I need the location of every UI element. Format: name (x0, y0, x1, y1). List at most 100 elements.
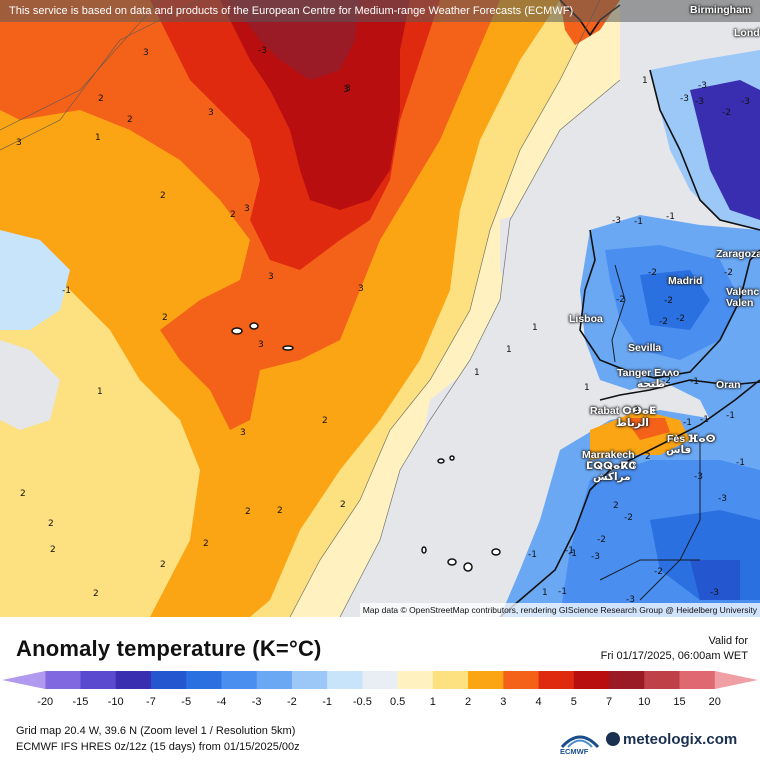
contour-label: 3 (345, 84, 351, 94)
color-scale-segment (397, 671, 434, 689)
contour-label: -3 (698, 81, 707, 91)
color-scale-tick: -4 (216, 696, 227, 708)
ecmwf-banner: This service is based on data and produc… (0, 0, 760, 22)
contour-label: -3 (626, 595, 635, 605)
contour-label: 2 (98, 94, 104, 104)
contour-label: -3 (591, 552, 600, 562)
contour-label: -3 (710, 588, 719, 598)
meteologix-logo-icon (606, 732, 620, 746)
contour-label: 2 (245, 507, 251, 517)
contour-label: 3 (16, 138, 22, 148)
color-scale-segment (538, 671, 575, 689)
contour-label: 2 (340, 500, 346, 510)
color-scale-tick: 0.5 (389, 696, 406, 708)
contour-label: -2 (676, 314, 685, 324)
contour-label: -1 (690, 377, 699, 387)
meteologix-brand[interactable]: meteologix.com (606, 731, 737, 748)
contour-label: -3 (630, 406, 639, 416)
city-rabat-ar[interactable]: الرباط (616, 417, 649, 429)
contour-label: -1 (700, 415, 709, 425)
contour-label: 3 (358, 284, 364, 294)
color-scale-segment (2, 671, 46, 689)
city-fes-ar[interactable]: فاس (666, 444, 692, 456)
map-attribution[interactable]: Map data © OpenStreetMap contributors, r… (359, 603, 760, 617)
contour-label: 3 (258, 340, 264, 350)
color-scale-segment (221, 671, 258, 689)
valid-time: Fri 01/17/2025, 06:00am WET (600, 650, 748, 662)
city-tanger[interactable]: Tanger Еᴧᴧo (617, 367, 680, 379)
color-scale-segment (291, 671, 328, 689)
contour-label: -2 (624, 513, 633, 523)
city-london[interactable]: Lond (734, 27, 760, 39)
contour-label: 2 (50, 545, 56, 555)
color-scale-tick: -5 (181, 696, 192, 708)
city-valencia-2[interactable]: Valen (726, 297, 754, 309)
contour-label: 1 (97, 387, 103, 397)
contour-label: -3 (694, 472, 703, 482)
contour-label: 2 (322, 416, 328, 426)
contour-label: 3 (240, 428, 246, 438)
color-scale-segment (256, 671, 293, 689)
contour-label: 1 (95, 133, 101, 143)
contour-label: -3 (718, 494, 727, 504)
city-zaragoza[interactable]: Zaragoza (716, 248, 760, 260)
city-marrakech[interactable]: Marrakech (582, 449, 635, 461)
color-scale-ticks: -20 -15 -10 -7 -5 -4 -3 -2 -1 -0.5 0.5 1 2 3 4 5 7 10 15 20 (0, 696, 760, 710)
contour-label: -2 (616, 295, 625, 305)
contour-label: -3 (258, 46, 267, 56)
contour-label: -1 (528, 550, 537, 560)
contour-label: -1 (736, 458, 745, 468)
color-scale-segment (609, 671, 645, 689)
legend-title: Anomaly temperature (K=°C) (16, 636, 322, 661)
city-marrakech-tfng[interactable]: ⵎⵕⵕⴰⴽⵛ (586, 460, 636, 472)
model-info: ECMWF IFS HRES 0z/12z (15 days) from 01/… (16, 741, 300, 753)
color-scale-tick: 1 (429, 696, 436, 708)
color-scale-tick: 3 (500, 696, 507, 708)
city-madrid[interactable]: Madrid (668, 275, 703, 287)
color-scale-tick: 15 (673, 696, 686, 708)
city-rabat[interactable]: Rabat ⵔⴱⴰⵟ (590, 405, 657, 417)
contour-label: 2 (127, 115, 133, 125)
map-field (0, 0, 760, 617)
city-tanger-ar[interactable]: طنجة (637, 378, 666, 390)
contour-label: 3 (244, 204, 250, 214)
contour-label: -1 (634, 217, 643, 227)
color-scale-tick: -20 (37, 696, 54, 708)
contour-label: 1 (584, 383, 590, 393)
color-scale-segment (714, 671, 758, 689)
contour-label: 1 (506, 345, 512, 355)
city-birmingham[interactable]: Birmingham (690, 4, 752, 16)
contour-label: 2 (93, 589, 99, 599)
color-scale-tick: 10 (638, 696, 651, 708)
color-scale-segment (573, 671, 610, 689)
contour-label: 2 (20, 489, 26, 499)
city-lisboa[interactable]: Lisboa (569, 313, 603, 325)
contour-label: -1 (62, 286, 71, 296)
city-valencia-1[interactable]: Valenc (726, 286, 760, 298)
color-scale-bar (2, 671, 758, 689)
color-scale-segment (644, 671, 681, 689)
color-scale-segment (679, 671, 716, 689)
valid-label: Valid for (708, 635, 748, 647)
city-fes[interactable]: Fès ⴼⴰⵙ (667, 433, 716, 445)
color-scale-segment (362, 671, 399, 689)
contour-label: -2 (654, 567, 663, 577)
city-oran[interactable]: Oran (716, 379, 741, 391)
contour-label: 2 (230, 210, 236, 220)
color-scale-segment (327, 671, 363, 689)
anomaly-map[interactable]: This service is based on data and produc… (0, 0, 760, 617)
contour-label: 2 (645, 452, 651, 462)
contour-label: -1 (568, 549, 577, 559)
color-scale-segment (80, 671, 117, 689)
color-scale-segment (432, 671, 469, 689)
color-scale-tick: -0.5 (352, 696, 372, 708)
color-scale-segment (150, 671, 187, 689)
city-marrakech-ar[interactable]: مراكش (593, 471, 631, 483)
contour-label: 1 (542, 588, 548, 598)
color-scale-tick: 20 (708, 696, 721, 708)
color-scale-segment (468, 671, 504, 689)
contour-label: 1 (532, 323, 538, 333)
city-sevilla[interactable]: Sevilla (628, 342, 662, 354)
contour-label: -3 (612, 216, 621, 226)
color-scale-tick: 7 (605, 696, 613, 708)
